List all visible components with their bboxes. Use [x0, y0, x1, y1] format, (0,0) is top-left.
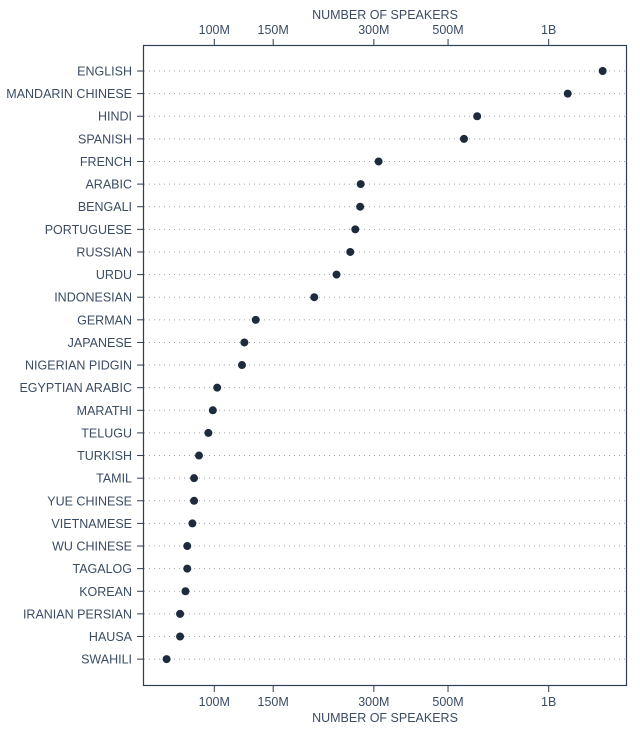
- data-point: [563, 89, 572, 98]
- y-tick-label: BENGALI: [78, 200, 132, 214]
- y-tick-label: YUE CHINESE: [47, 494, 132, 508]
- data-point: [190, 474, 199, 483]
- x-tick-label-top: 100M: [199, 23, 230, 37]
- y-tick-label: TAMIL: [96, 472, 132, 486]
- x-axis-title-top: NUMBER OF SPEAKERS: [312, 8, 458, 22]
- y-tick-label: TELUGU: [81, 426, 132, 440]
- x-tick-label-bottom: 150M: [258, 695, 289, 709]
- x-tick-label-top: 150M: [258, 23, 289, 37]
- y-tick-label: EGYPTIAN ARABIC: [19, 381, 132, 395]
- data-point: [356, 202, 365, 211]
- data-point: [237, 361, 246, 370]
- y-tick-label: SPANISH: [78, 132, 132, 146]
- data-point: [598, 67, 607, 75]
- y-tick-label: HAUSA: [89, 630, 133, 644]
- data-point: [346, 247, 355, 256]
- x-tick-label-bottom: 100M: [199, 695, 230, 709]
- y-tick-label: VIETNAMESE: [51, 517, 132, 531]
- y-tick-label: ENGLISH: [77, 65, 132, 79]
- y-tick-label: RUSSIAN: [76, 245, 132, 259]
- data-point: [190, 496, 199, 505]
- y-tick-label: JAPANESE: [68, 336, 132, 350]
- data-point: [188, 519, 197, 528]
- y-tick-label: MANDARIN CHINESE: [6, 87, 132, 101]
- y-tick-label: TAGALOG: [72, 562, 132, 576]
- y-tick-label: SWAHILI: [81, 653, 132, 667]
- x-tick-label-top: 500M: [432, 23, 463, 37]
- data-point: [374, 157, 383, 166]
- data-point: [351, 225, 360, 234]
- data-point: [183, 564, 192, 573]
- data-point: [240, 338, 249, 347]
- y-tick-label: INDONESIAN: [54, 291, 132, 305]
- data-point: [459, 134, 468, 143]
- data-point: [176, 632, 185, 641]
- data-point: [176, 609, 185, 618]
- data-point: [204, 428, 213, 437]
- data-point: [194, 451, 203, 460]
- x-tick-label-bottom: 1B: [541, 695, 556, 709]
- x-tick-label-top: 300M: [358, 23, 389, 37]
- y-tick-label: HINDI: [98, 110, 132, 124]
- x-tick-label-bottom: 300M: [358, 695, 389, 709]
- data-point: [473, 112, 482, 121]
- y-tick-label: KOREAN: [79, 585, 132, 599]
- data-point: [162, 655, 171, 664]
- y-tick-label: NIGERIAN PIDGIN: [25, 359, 132, 373]
- data-point: [183, 542, 192, 551]
- data-point: [310, 293, 319, 302]
- x-tick-label-top: 1B: [541, 23, 556, 37]
- y-tick-label: WU CHINESE: [52, 540, 132, 554]
- y-tick-label: TURKISH: [77, 449, 132, 463]
- data-point: [181, 587, 190, 596]
- data-point: [213, 383, 222, 392]
- data-point: [332, 270, 341, 279]
- data-point: [356, 180, 365, 189]
- y-tick-label: PORTUGUESE: [45, 223, 132, 237]
- y-tick-label: FRENCH: [80, 155, 132, 169]
- data-point: [208, 406, 217, 415]
- plot-frame: [142, 44, 628, 687]
- data-point: [251, 315, 260, 324]
- y-tick-label: GERMAN: [77, 313, 132, 327]
- y-tick-label: MARATHI: [77, 404, 132, 418]
- y-tick-label: IRANIAN PERSIAN: [23, 607, 132, 621]
- x-axis-title-bottom: NUMBER OF SPEAKERS: [312, 711, 458, 725]
- y-tick-label: URDU: [96, 268, 132, 282]
- y-tick-label: ARABIC: [85, 178, 132, 192]
- x-tick-label-bottom: 500M: [432, 695, 463, 709]
